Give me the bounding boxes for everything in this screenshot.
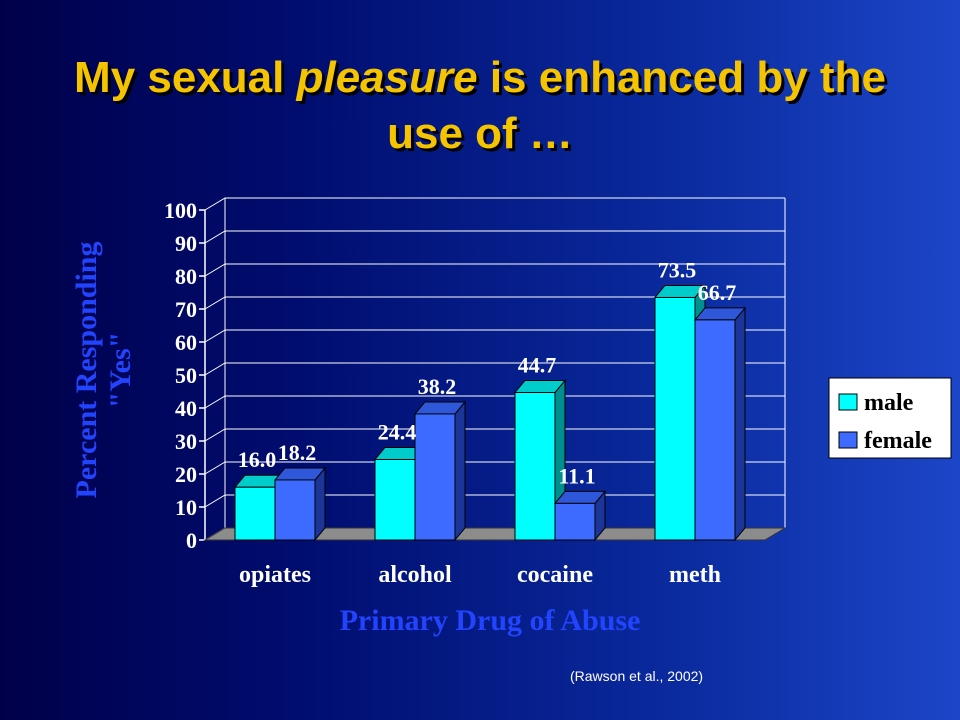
bar-male-opiates — [234, 486, 276, 541]
x-tick-label-opiates: opiates — [239, 562, 311, 588]
bar-female-cocaine — [554, 502, 596, 541]
data-label-male-meth: 73.5 — [658, 257, 697, 282]
legend-label-female: female — [864, 428, 932, 454]
legend-swatch-female — [838, 431, 858, 449]
x-axis-label: Primary Drug of Abuse — [340, 604, 641, 637]
title-emphasis: pleasure — [296, 53, 478, 102]
slide-title: My sexual pleasure is enhanced by the us… — [40, 50, 920, 162]
y-tick-label: 90 — [175, 231, 197, 256]
gridline — [204, 461, 785, 475]
data-label-male-opiates: 16.0 — [238, 447, 277, 472]
y-axis-label-line2: "Yes" — [104, 332, 137, 409]
bar-female-opiates — [274, 479, 316, 541]
y-tick-label: 60 — [175, 330, 197, 355]
bar-female-alcohol-side — [454, 400, 466, 542]
gridline — [204, 296, 785, 310]
bar-male-alcohol — [374, 458, 416, 541]
gridline — [204, 197, 785, 211]
data-label-male-alcohol: 24.4 — [378, 419, 417, 444]
y-tick-labels: 0 10 20 30 40 50 60 70 80 90 100 — [164, 198, 197, 553]
bar-female-meth-side — [734, 306, 746, 542]
y-tick-label: 0 — [186, 528, 197, 553]
bar-female-alcohol — [414, 413, 456, 541]
legend-swatch-male — [838, 393, 858, 411]
x-tick-label-alcohol: alcohol — [378, 562, 452, 588]
x-tick-label-cocaine: cocaine — [517, 562, 593, 588]
y-tick-label: 10 — [175, 495, 197, 520]
gridline — [204, 263, 785, 277]
data-label-female-cocaine: 11.1 — [558, 463, 595, 488]
citation: (Rawson et al., 2002) — [570, 668, 704, 684]
gridline — [204, 362, 785, 376]
x-tick-label-meth: meth — [669, 562, 721, 588]
bar-male-cocaine — [514, 391, 556, 541]
data-label-female-alcohol: 38.2 — [418, 374, 457, 399]
data-label-male-cocaine: 44.7 — [518, 352, 557, 377]
bars — [233, 284, 747, 542]
x-tick-labels: opiates alcohol cocaine meth — [239, 562, 721, 588]
y-tick-label: 70 — [175, 297, 197, 322]
bar-female-meth — [694, 319, 736, 541]
data-label-female-opiates: 18.2 — [278, 440, 317, 465]
data-labels: 16.0 18.2 24.438.2 44.7 11.1 73.566.7 — [238, 257, 737, 488]
gridline — [204, 395, 785, 409]
gridlines — [199, 197, 785, 541]
data-label-female-meth: 66.7 — [698, 280, 737, 305]
gridline — [204, 329, 785, 343]
y-tick-label: 80 — [175, 264, 197, 289]
title-part2: is enhanced by the use of … — [387, 53, 886, 158]
gridline — [204, 230, 785, 244]
y-tick-label: 20 — [175, 462, 197, 487]
legend: male female — [828, 377, 952, 459]
title-part1: My sexual — [74, 53, 297, 102]
y-tick-label: 40 — [175, 396, 197, 421]
y-tick-label: 30 — [175, 429, 197, 454]
gridline — [204, 428, 785, 442]
bar-male-meth — [654, 296, 696, 541]
y-axis-label-line1: Percent Responding — [70, 242, 103, 499]
y-tick-label: 100 — [164, 198, 197, 223]
legend-label-male: male — [864, 390, 914, 416]
y-tick-label: 50 — [175, 363, 197, 388]
